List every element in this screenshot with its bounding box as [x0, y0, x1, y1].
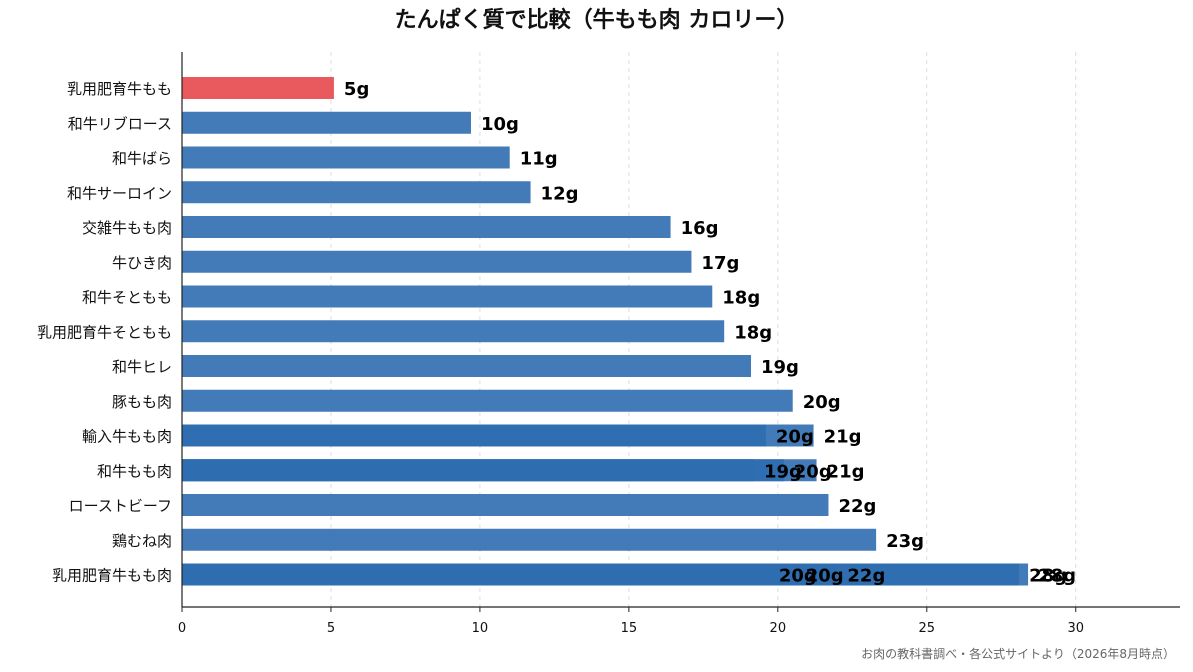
category-label: 和牛ばら — [112, 150, 172, 168]
value-label: 23g — [886, 531, 924, 552]
category-label: 乳用肥育牛もも — [67, 80, 172, 98]
category-label: 交雑牛もも肉 — [82, 219, 172, 237]
value-label: 20g — [803, 392, 841, 413]
category-label: ローストビーフ — [69, 497, 172, 515]
value-label: 20g — [794, 461, 832, 482]
category-label: 和牛もも肉 — [97, 462, 172, 480]
value-label: 10g — [481, 114, 519, 135]
category-label: 鶏むね肉 — [112, 532, 172, 550]
value-label: 22g — [838, 496, 876, 517]
value-label: 11g — [520, 149, 558, 170]
bar — [182, 528, 877, 551]
bar — [182, 494, 829, 516]
category-label: 和牛サーロイン — [67, 184, 172, 202]
category-label: 和牛ヒレ — [112, 358, 172, 376]
bar — [182, 424, 766, 447]
bars — [182, 77, 1029, 586]
bar — [182, 389, 793, 412]
value-label: 5g — [344, 79, 369, 100]
value-label: 21g — [824, 427, 862, 448]
value-label: 19g — [764, 461, 802, 482]
bar — [182, 216, 671, 238]
category-label: 豚もも肉 — [112, 393, 172, 411]
x-tick-label: 25 — [919, 621, 936, 636]
bar — [182, 459, 754, 482]
axes: 0 5 10 15 20 25 30 — [178, 52, 1180, 636]
category-label: 輸入牛もも肉 — [82, 428, 172, 446]
x-tick-label: 5 — [327, 621, 335, 636]
bar — [182, 146, 510, 169]
bar — [182, 285, 713, 308]
x-tick-label: 30 — [1067, 621, 1084, 636]
value-label: 22g — [847, 566, 885, 587]
category-labels: 乳用肥育牛もも和牛リブロース和牛ばら和牛サーロイン交雑牛もも肉牛ひき肉和牛そとも… — [37, 80, 172, 585]
x-tick-label: 0 — [178, 621, 186, 636]
bar — [182, 77, 334, 99]
value-label: 12g — [541, 183, 579, 204]
bar — [182, 320, 725, 343]
value-label: 17g — [701, 253, 739, 274]
x-tick-label: 15 — [621, 621, 638, 636]
value-label: 28g — [1029, 566, 1067, 587]
value-label: 20g — [776, 427, 814, 448]
bar — [182, 111, 471, 134]
value-label: 20g — [779, 566, 817, 587]
value-label: 19g — [761, 357, 799, 378]
bar — [182, 250, 692, 273]
value-label: 20g — [806, 566, 844, 587]
value-label: 28g — [1038, 566, 1076, 587]
bar — [182, 181, 531, 204]
x-tick-label: 20 — [770, 621, 787, 636]
value-label: 16g — [681, 218, 719, 239]
category-label: 和牛そともも — [82, 289, 172, 307]
source-note: お肉の教科書調べ・各公式サイトより（2026年8月時点） — [861, 647, 1175, 661]
category-label: 和牛リブロース — [68, 115, 172, 133]
category-label: 牛ひき肉 — [112, 254, 172, 272]
chart-title: たんぱく質で比較（牛もも肉 カロリー） — [394, 8, 799, 33]
value-label: 18g — [734, 322, 772, 343]
bar — [182, 563, 769, 586]
value-label: 21g — [827, 461, 865, 482]
category-label: 乳用肥育牛もも肉 — [52, 567, 172, 585]
value-label: 18g — [722, 288, 760, 309]
x-tick-label: 10 — [472, 621, 489, 636]
category-label: 乳用肥育牛そともも — [37, 323, 172, 341]
bar — [182, 355, 752, 377]
